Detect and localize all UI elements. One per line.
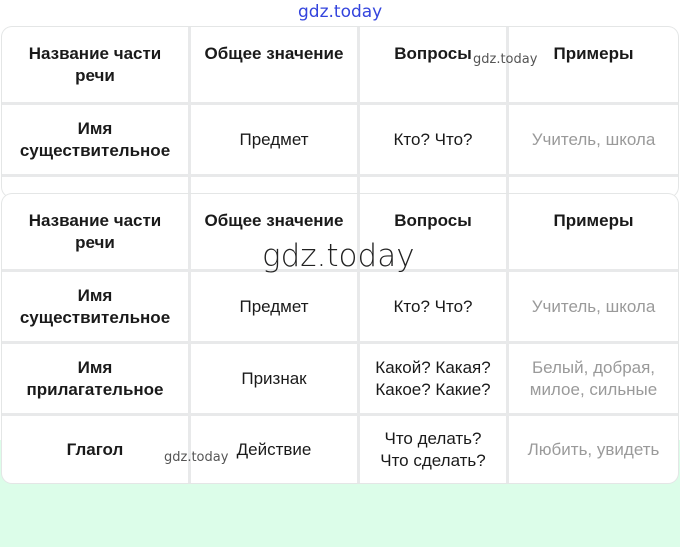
table-cell: Белый, добрая, милое, сильные xyxy=(509,344,678,413)
table-cell: Что делать? Что сделать? xyxy=(360,416,506,483)
watermark: gdz.today xyxy=(164,450,229,465)
table-cell: Имя прилагательное xyxy=(2,344,188,413)
header-cell: Название части речи xyxy=(2,194,188,269)
header-cell: Общее значение xyxy=(191,194,357,269)
table-cell: Признак xyxy=(191,344,357,413)
table-cell xyxy=(2,177,188,197)
table-partial: Название части речи Общее значение Вопро… xyxy=(2,27,678,197)
header-cell: Вопросы xyxy=(360,194,506,269)
table-cell: Какой? Какая? Какое? Какие? xyxy=(360,344,506,413)
table-cell: Имя существительное xyxy=(2,272,188,341)
table-cell: Глагол xyxy=(2,416,188,483)
header-cell: Примеры xyxy=(509,27,678,102)
header-cell: Примеры xyxy=(509,194,678,269)
table-cell: Любить, увидеть xyxy=(509,416,678,483)
table-cell xyxy=(509,177,678,197)
table-cell xyxy=(191,177,357,197)
table-cell: Кто? Что? xyxy=(360,105,506,174)
header-cell: Общее значение xyxy=(191,27,357,102)
table-cell: Учитель, школа xyxy=(509,272,678,341)
watermark: gdz.today xyxy=(262,238,415,274)
parts-of-speech-table: Название части речи Общее значение Вопро… xyxy=(2,194,678,483)
watermark: gdz.today xyxy=(473,52,538,67)
table-cell xyxy=(360,177,506,197)
table-cell: Учитель, школа xyxy=(509,105,678,174)
table-cell: Кто? Что? xyxy=(360,272,506,341)
table-cell: Имя существительное xyxy=(2,105,188,174)
table-cell: Предмет xyxy=(191,272,357,341)
watermark: gdz.today xyxy=(298,2,383,22)
table-cell: Действие xyxy=(191,416,357,483)
header-cell: Название части речи xyxy=(2,27,188,102)
table-cell: Предмет xyxy=(191,105,357,174)
header-cell: Вопросы xyxy=(360,27,506,102)
